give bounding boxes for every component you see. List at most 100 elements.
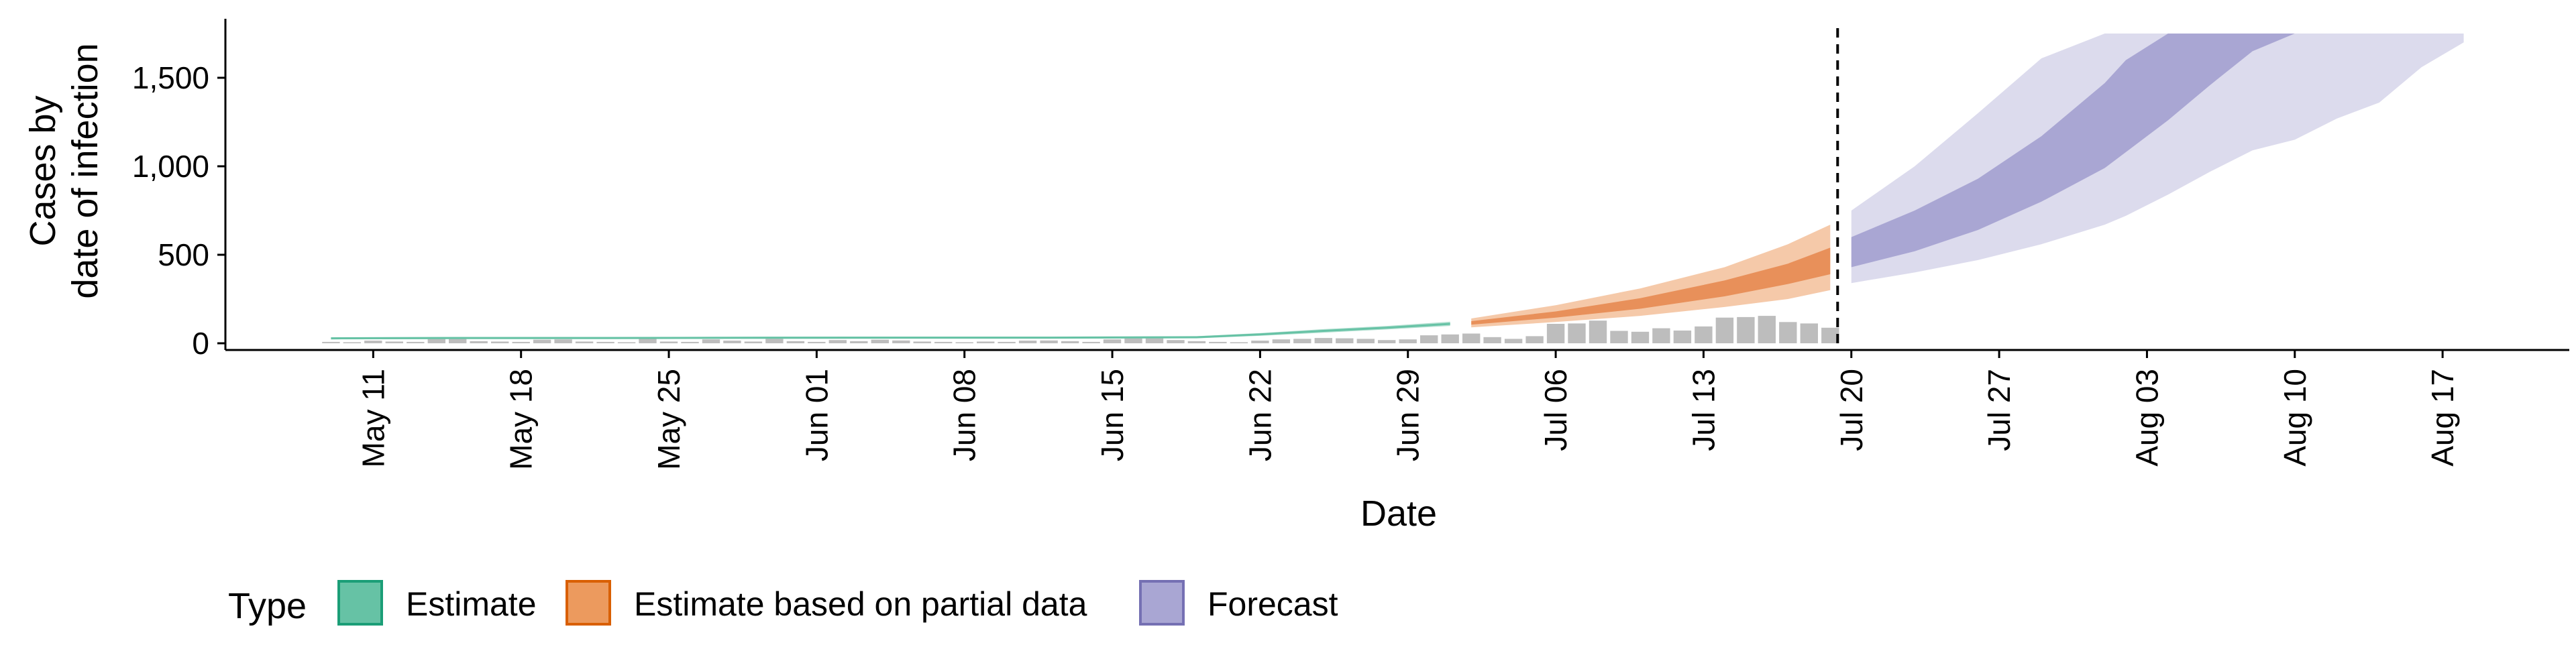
reported-cases-bar [828, 340, 847, 343]
x-tick-label: Jun 08 [947, 369, 982, 461]
reported-cases-bar [1420, 335, 1438, 343]
reported-cases-bar [449, 338, 467, 343]
y-tick-label: 1,000 [132, 149, 209, 184]
reported-cases-bar [470, 341, 488, 343]
reported-cases-bar [1336, 338, 1354, 343]
legend-swatch-2 [566, 580, 611, 626]
y-axis-title-line-1: Cases by [23, 95, 63, 246]
reported-cases-bar [1462, 333, 1481, 343]
x-tick-label: May 11 [356, 369, 390, 467]
x-tick-label: Jul 20 [1834, 369, 1869, 451]
x-axis-title: Date [1360, 493, 1437, 534]
reported-cases-bar [1779, 322, 1797, 343]
estimate-line [331, 322, 1450, 340]
x-tick-label: Jun 15 [1095, 369, 1130, 461]
reported-cases-bar [1715, 317, 1734, 343]
reported-cases-bar [617, 342, 636, 343]
reported-cases-bar [934, 341, 953, 343]
reported-cases-bar [1209, 341, 1227, 343]
reported-cases-bar [533, 339, 551, 343]
reported-cases-bar [596, 341, 614, 343]
reported-cases-bar [977, 341, 995, 343]
reported-cases-bar [786, 341, 805, 343]
x-tick-label: May 18 [504, 369, 539, 470]
x-tick-label: Jun 01 [799, 369, 834, 461]
reported-cases-bar [1251, 341, 1269, 343]
reported-cases-bar [1800, 323, 1818, 343]
reported-cases-bar [1483, 337, 1501, 343]
reported-cases-bar [1589, 320, 1607, 343]
reported-cases-bar [702, 339, 720, 343]
reported-cases-bar [1695, 326, 1713, 343]
reported-cases-bar [1610, 331, 1628, 343]
x-tick-label: Aug 03 [2130, 369, 2165, 467]
reported-cases-bar [1652, 328, 1670, 343]
reported-cases-bar [427, 337, 445, 343]
x-tick-label: Aug 17 [2425, 369, 2460, 467]
reported-cases-bar [554, 339, 572, 343]
reported-cases-bar [1082, 341, 1100, 343]
reported-cases-bar [1314, 338, 1332, 343]
reported-cases-bar [913, 341, 931, 343]
reported-cases-bar [385, 341, 403, 343]
reported-cases-bar [1673, 331, 1692, 343]
reported-cases-bar [1399, 339, 1417, 343]
reported-cases-bar [1103, 339, 1122, 343]
reported-cases-bar [808, 341, 826, 343]
reported-cases-bar [1040, 340, 1058, 343]
x-tick-label: Jul 06 [1538, 369, 1573, 451]
reported-cases-bar [343, 342, 361, 343]
legend-swatch-3 [1139, 580, 1185, 626]
reported-cases-bar [1124, 338, 1142, 343]
partial-outer-band [1471, 225, 1831, 328]
reported-cases-bar [744, 341, 763, 343]
y-tick-label: 500 [158, 237, 209, 272]
x-tick-label: Jul 27 [1982, 369, 2017, 451]
reported-cases-bar [512, 341, 530, 343]
x-tick-label: Jun 29 [1391, 369, 1426, 461]
reported-cases-bar [765, 339, 784, 343]
reported-cases-bar [1758, 316, 1776, 343]
legend-label-1: Estimate [406, 585, 537, 623]
reported-cases-bar [575, 341, 594, 343]
reported-cases-bar [659, 341, 678, 343]
reported-cases-bar [1187, 341, 1206, 343]
reported-cases-bar [1356, 339, 1375, 343]
reported-cases-bar [1525, 336, 1544, 343]
reported-cases-bar [1504, 339, 1523, 343]
x-tick-label: Jun 22 [1242, 369, 1277, 461]
reported-cases-bar [1230, 342, 1248, 343]
legend-label-3: Forecast [1208, 585, 1338, 623]
y-tick-label: 0 [192, 326, 209, 361]
reported-cases-bar [681, 341, 699, 343]
reported-cases-bar [364, 341, 382, 343]
legend-swatch-1 [337, 580, 383, 626]
x-tick-label: Jul 13 [1686, 369, 1721, 451]
reported-cases-bar [1272, 339, 1291, 343]
forecast-outer-band [1851, 34, 2464, 284]
reported-cases-bar [1546, 324, 1565, 343]
reported-cases-bar [892, 340, 910, 343]
forecast-inner-band [1851, 34, 2464, 268]
y-tick-label: 1,500 [132, 60, 209, 95]
x-tick-label: May 25 [651, 369, 686, 470]
reported-cases-bar [998, 341, 1016, 343]
partial-inner-band [1471, 247, 1831, 325]
reported-cases-bar [639, 338, 657, 343]
reported-cases-bar [1167, 340, 1185, 343]
reported-cases-bar [407, 341, 425, 343]
reported-cases-bar [723, 341, 741, 343]
reported-cases-bar [850, 341, 868, 343]
reported-cases-bar [1631, 331, 1650, 343]
reported-cases-bar [955, 342, 973, 343]
legend-title: Type [228, 586, 307, 626]
reported-cases-bar [1018, 341, 1037, 343]
y-axis-title-line-2: date of infection [65, 43, 105, 298]
reported-cases-bar [1441, 334, 1459, 343]
reported-cases-bar [1145, 338, 1164, 343]
reported-cases-bar [1821, 327, 1839, 343]
reported-cases-bar [1293, 339, 1311, 343]
legend-label-2: Estimate based on partial data [634, 585, 1087, 623]
